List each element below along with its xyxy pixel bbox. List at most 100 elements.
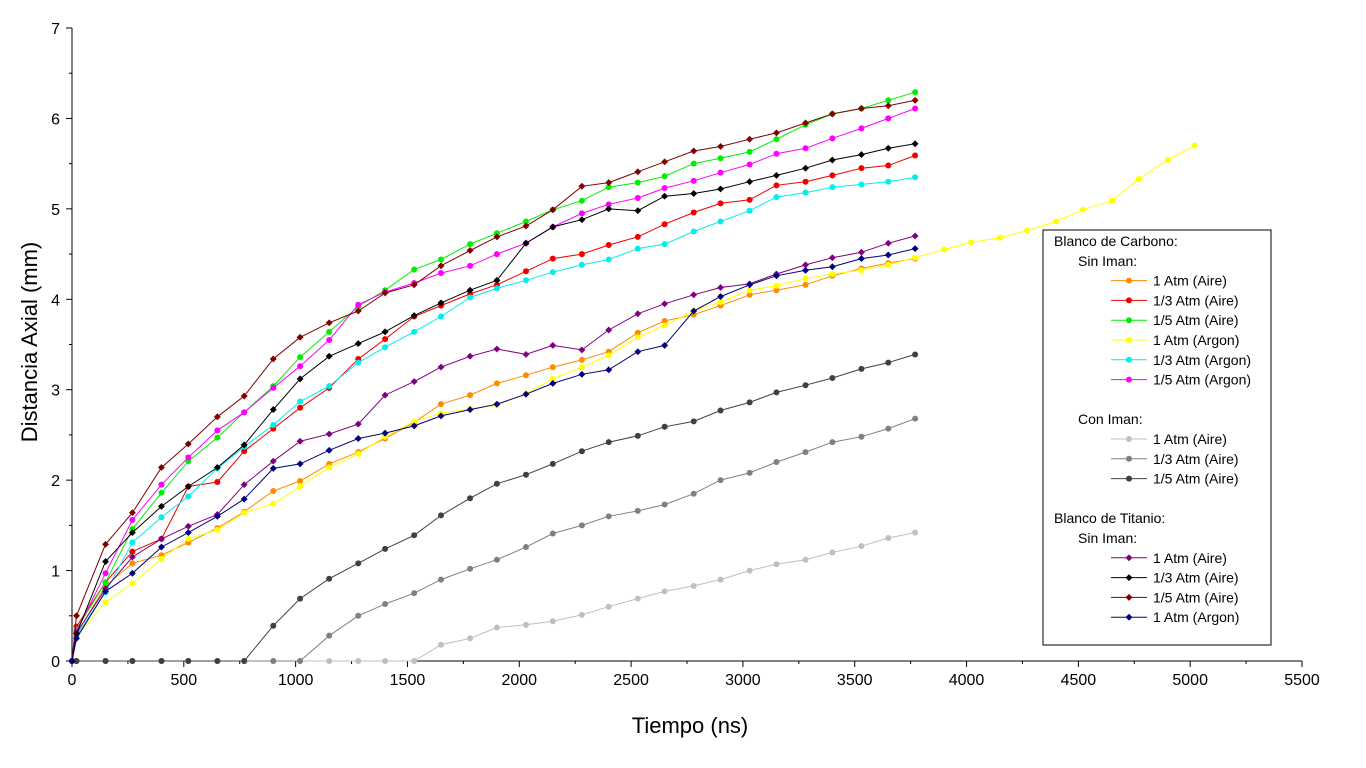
data-point (493, 276, 501, 284)
series-11 (68, 96, 919, 665)
legend-entry-label: 1/3 Atm (Aire) (1153, 570, 1239, 586)
data-point (326, 658, 333, 664)
data-point (912, 105, 919, 112)
data-point (911, 140, 919, 148)
data-point (410, 422, 418, 430)
data-point (802, 145, 809, 152)
y-tick-label: 4 (51, 292, 60, 309)
data-point (129, 560, 136, 567)
data-point (717, 477, 724, 484)
data-point (269, 355, 277, 363)
data-point (73, 658, 80, 664)
series-0 (69, 255, 919, 664)
data-point (326, 632, 333, 639)
data-point (690, 228, 697, 235)
data-point (381, 429, 389, 437)
data-point (493, 380, 500, 387)
data-point (381, 328, 389, 336)
data-point (522, 350, 530, 359)
data-point (1164, 157, 1171, 164)
data-point (184, 522, 192, 530)
series-line (71, 258, 916, 662)
data-point (912, 351, 919, 358)
x-tick-label: 1000 (278, 672, 314, 689)
data-point (128, 569, 136, 577)
data-point (717, 576, 724, 583)
series-line (72, 532, 916, 662)
data-point (549, 364, 556, 371)
data-point (578, 182, 586, 190)
data-point (884, 251, 892, 259)
legend-entry-label: 1 Atm (Aire) (1153, 550, 1227, 566)
data-point (157, 463, 166, 472)
data-point (746, 567, 753, 574)
data-point (717, 298, 724, 305)
x-tick-label: 5000 (1172, 672, 1208, 689)
data-point (802, 275, 809, 282)
data-point (772, 129, 781, 137)
data-point (746, 161, 753, 168)
data-point (661, 185, 668, 192)
data-point (325, 319, 333, 327)
data-point (746, 148, 753, 155)
legend-swatch-marker (1125, 574, 1133, 582)
data-point (690, 177, 697, 184)
data-point (578, 370, 586, 378)
data-point (493, 480, 500, 487)
data-point (270, 384, 277, 391)
data-point (885, 115, 892, 122)
data-point (213, 512, 221, 520)
data-point (661, 423, 668, 430)
data-point (858, 181, 865, 188)
data-point (605, 184, 612, 191)
data-point (354, 340, 362, 348)
data-point (467, 262, 474, 269)
data-point (605, 603, 612, 610)
data-point (549, 341, 557, 349)
legend-swatch-marker (1126, 277, 1132, 284)
data-point (885, 97, 892, 104)
data-point (997, 234, 1004, 241)
data-point (605, 242, 612, 249)
data-point (578, 346, 586, 354)
data-point (158, 514, 165, 521)
y-tick-label: 1 (51, 564, 60, 581)
data-point (185, 658, 192, 664)
data-point (578, 364, 585, 371)
data-point (1135, 176, 1142, 183)
data-point (858, 267, 865, 274)
data-point (801, 266, 810, 274)
data-point (184, 529, 192, 537)
data-point (493, 400, 501, 408)
data-point (634, 507, 641, 514)
data-point (857, 151, 865, 159)
data-point (912, 174, 919, 181)
data-point (773, 389, 780, 396)
data-point (270, 622, 277, 629)
data-point (270, 421, 277, 428)
data-point (884, 144, 892, 152)
data-point (241, 509, 248, 516)
data-point (549, 460, 556, 467)
data-point (661, 300, 669, 308)
data-point (829, 439, 836, 446)
legend: Blanco de Carbono: Sin Iman: 1 Atm (Aire) 1… (1042, 229, 1272, 646)
series-3 (69, 142, 1198, 664)
data-point (467, 241, 474, 248)
data-point (129, 548, 136, 555)
series-line (71, 145, 1195, 662)
legend-swatch-marker (1126, 317, 1132, 324)
data-point (354, 434, 362, 443)
series-6 (69, 529, 919, 664)
data-point (410, 281, 418, 289)
data-point (493, 556, 500, 563)
data-point (213, 413, 221, 421)
data-point (690, 490, 697, 497)
data-point (857, 104, 865, 113)
x-tick-label: 2500 (613, 672, 649, 689)
legend-entry-label: 1/3 Atm (Aire) (1153, 292, 1239, 308)
data-point (493, 251, 500, 258)
data-point (355, 560, 362, 567)
data-point (437, 412, 445, 420)
y-tick-label: 5 (51, 202, 60, 219)
